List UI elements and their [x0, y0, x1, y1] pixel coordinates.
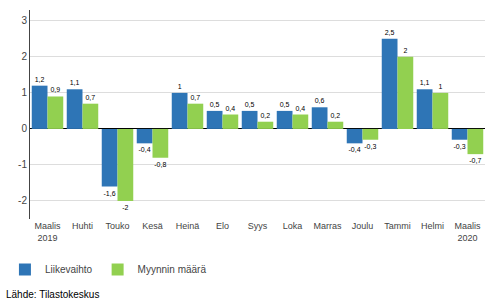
svg-text:-0,4: -0,4 [139, 146, 151, 153]
svg-text:1: 1 [438, 83, 442, 90]
svg-text:Liikevaihto: Liikevaihto [45, 264, 93, 275]
svg-text:0,4: 0,4 [295, 105, 305, 112]
svg-text:0,7: 0,7 [85, 94, 95, 101]
svg-text:Huhti: Huhti [72, 221, 93, 231]
svg-text:1,2: 1,2 [35, 76, 45, 83]
svg-text:1,1: 1,1 [420, 79, 430, 86]
svg-text:-2: -2 [18, 195, 27, 206]
svg-text:0,7: 0,7 [190, 94, 200, 101]
svg-text:1: 1 [21, 87, 27, 98]
svg-text:-0,4: -0,4 [349, 146, 361, 153]
svg-text:3: 3 [21, 15, 27, 26]
svg-text:2: 2 [403, 47, 407, 54]
svg-text:2: 2 [21, 51, 27, 62]
svg-text:2,5: 2,5 [385, 29, 395, 36]
svg-text:-1: -1 [18, 159, 27, 170]
svg-text:Tammi: Tammi [384, 221, 411, 231]
svg-text:Maalis2019: Maalis2019 [34, 221, 61, 243]
svg-text:0,6: 0,6 [315, 97, 325, 104]
svg-text:Marras: Marras [313, 221, 342, 231]
svg-text:0,5: 0,5 [245, 101, 255, 108]
svg-text:-0,3: -0,3 [454, 143, 466, 150]
svg-text:Maalis2020: Maalis2020 [454, 221, 481, 243]
svg-text:Kesä: Kesä [142, 221, 163, 231]
svg-text:1,1: 1,1 [70, 79, 80, 86]
svg-text:-2: -2 [122, 204, 128, 211]
svg-text:-1,6: -1,6 [104, 190, 116, 197]
svg-text:0,2: 0,2 [260, 112, 270, 119]
svg-text:Myynnin määrä: Myynnin määrä [138, 264, 207, 275]
svg-text:Elo: Elo [216, 221, 229, 231]
svg-text:0,9: 0,9 [50, 86, 60, 93]
svg-text:0,2: 0,2 [330, 112, 340, 119]
svg-text:0,4: 0,4 [225, 105, 235, 112]
svg-text:0,5: 0,5 [280, 101, 290, 108]
svg-text:-0,3: -0,3 [364, 143, 376, 150]
svg-text:0: 0 [21, 123, 27, 134]
svg-text:-0,8: -0,8 [154, 161, 166, 168]
svg-text:Lähde: Tilastokeskus: Lähde: Tilastokeskus [6, 289, 99, 300]
svg-text:-0,7: -0,7 [469, 157, 481, 164]
svg-text:Loka: Loka [283, 221, 303, 231]
svg-text:Syys: Syys [248, 221, 268, 231]
svg-text:Heinä: Heinä [176, 221, 200, 231]
svg-text:1: 1 [178, 83, 182, 90]
svg-text:Helmi: Helmi [421, 221, 444, 231]
svg-text:Joulu: Joulu [352, 221, 374, 231]
svg-text:0,5: 0,5 [210, 101, 220, 108]
svg-text:Touko: Touko [105, 221, 129, 231]
